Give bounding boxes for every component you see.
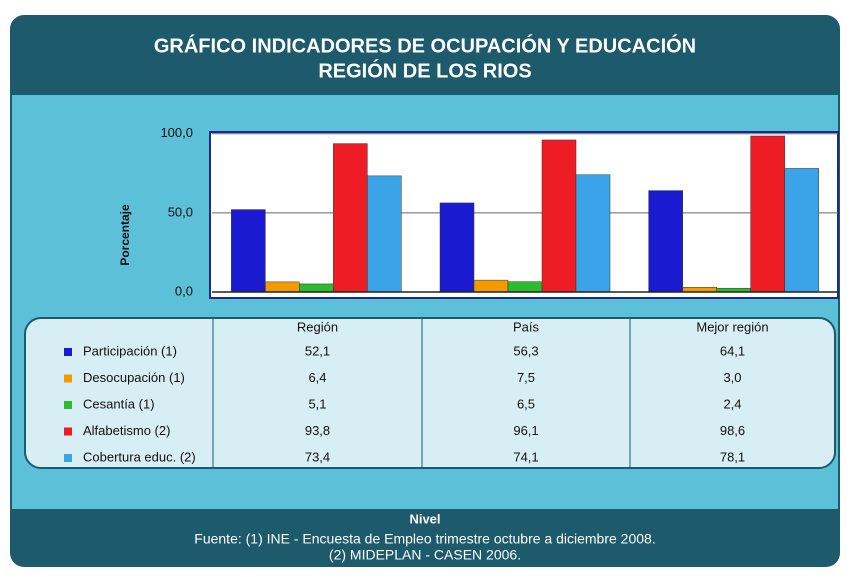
bar bbox=[784, 168, 819, 293]
x-axis-label: Nivel bbox=[409, 511, 440, 526]
bar bbox=[648, 190, 683, 293]
table-value: 93,8 bbox=[305, 423, 330, 438]
legend-swatch bbox=[64, 401, 72, 409]
y-tick-label: 0,0 bbox=[175, 283, 193, 298]
data-table bbox=[24, 317, 836, 469]
legend-label: Cesantía (1) bbox=[83, 396, 155, 411]
table-value: 78,1 bbox=[720, 449, 745, 464]
legend-swatch bbox=[64, 374, 72, 383]
legend-swatch bbox=[64, 454, 72, 462]
legend-swatch bbox=[64, 427, 72, 436]
legend-label: Alfabetismo (2) bbox=[83, 423, 170, 438]
legend-label: Desocupación (1) bbox=[83, 370, 185, 385]
bar bbox=[299, 283, 334, 293]
table-value: 7,5 bbox=[517, 370, 535, 385]
y-tick-label: 100,0 bbox=[160, 125, 193, 140]
table-value: 6,4 bbox=[308, 370, 326, 385]
table-value: 6,5 bbox=[517, 396, 535, 411]
source-note: (2) MIDEPLAN - CASEN 2006. bbox=[329, 547, 521, 563]
bar bbox=[541, 139, 577, 293]
legend-label: Cobertura educ. (2) bbox=[83, 449, 196, 464]
table-value: 64,1 bbox=[720, 343, 745, 358]
table-value: 74,1 bbox=[513, 449, 538, 464]
plot-area bbox=[209, 131, 839, 299]
table-value: 98,6 bbox=[720, 423, 745, 438]
table-value: 73,4 bbox=[305, 449, 330, 464]
table-value: 3,0 bbox=[723, 370, 741, 385]
legend-label: Participación (1) bbox=[83, 343, 177, 358]
bar bbox=[265, 281, 300, 293]
bar bbox=[231, 209, 266, 293]
table-value: 2,4 bbox=[723, 396, 741, 411]
bar bbox=[507, 281, 543, 293]
bar bbox=[750, 135, 785, 293]
bar bbox=[439, 202, 475, 293]
chart-title: GRÁFICO INDICADORES DE OCUPACIÓN Y EDUCA… bbox=[154, 33, 696, 57]
y-tick-label: 50,0 bbox=[168, 204, 193, 219]
table-header: Región bbox=[297, 319, 338, 334]
table-value: 96,1 bbox=[513, 423, 538, 438]
bar bbox=[473, 279, 509, 293]
y-axis-label: Porcentaje bbox=[118, 204, 132, 266]
bar bbox=[575, 174, 611, 293]
table-header: País bbox=[513, 319, 540, 334]
chart-title: REGIÓN DE LOS RIOS bbox=[318, 58, 531, 82]
table-value: 56,3 bbox=[513, 343, 538, 358]
table-value: 5,1 bbox=[308, 396, 326, 411]
bar bbox=[367, 175, 402, 293]
source-note: Fuente: (1) INE - Encuesta de Empleo tri… bbox=[194, 531, 655, 547]
table-value: 52,1 bbox=[305, 343, 330, 358]
legend-swatch bbox=[64, 348, 72, 356]
bar bbox=[333, 143, 368, 293]
table-header: Mejor región bbox=[696, 319, 768, 334]
